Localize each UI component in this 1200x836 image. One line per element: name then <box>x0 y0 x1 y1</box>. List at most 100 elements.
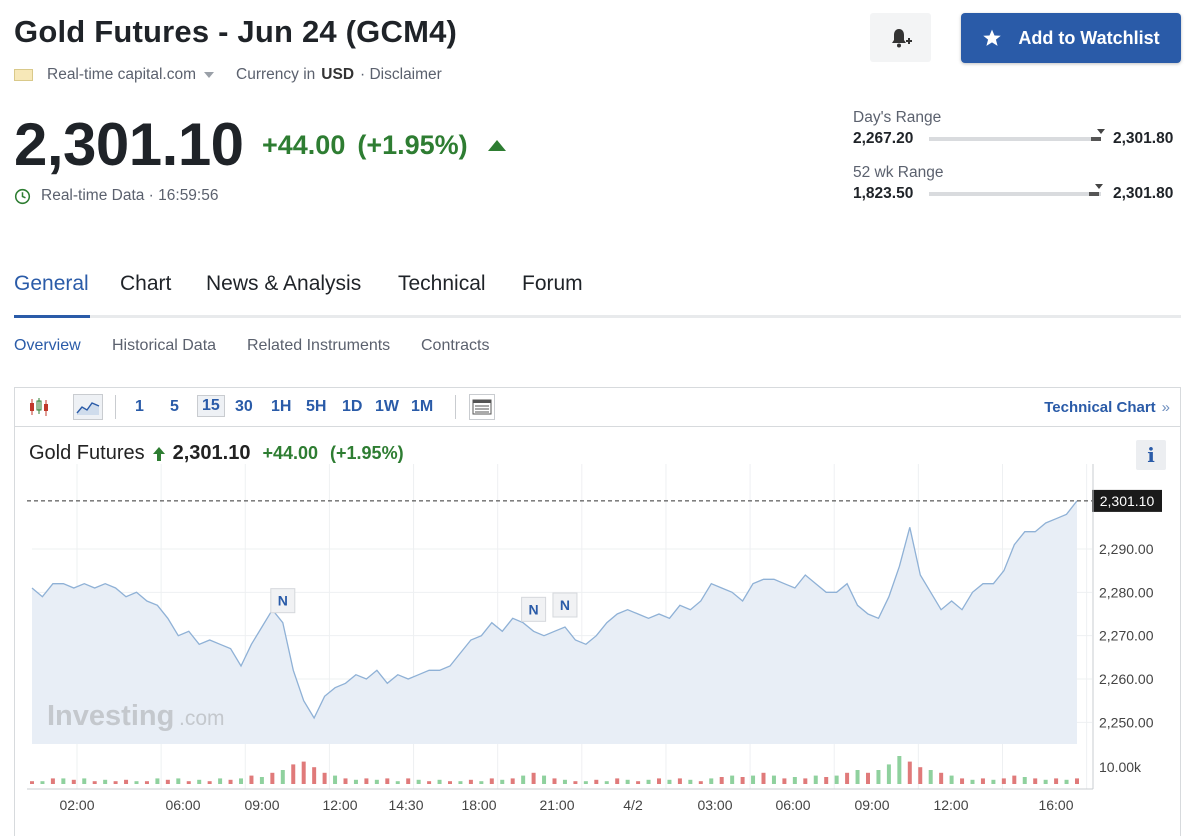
period-1w[interactable]: 1W <box>375 398 399 415</box>
tab-chart[interactable]: Chart <box>120 272 172 295</box>
52wk-range-marker <box>1095 184 1104 189</box>
volume-bar <box>876 770 881 784</box>
flag-icon <box>14 69 33 81</box>
volume-bar <box>730 775 735 784</box>
info-icon[interactable]: i <box>1136 440 1166 470</box>
table-view-icon[interactable] <box>469 394 495 420</box>
volume-bar <box>939 772 944 784</box>
price-chart[interactable]: 2,301.10 2,250.00 2,260.00 2,270.00 2,280.00… <box>15 388 1182 836</box>
volume-bar <box>239 778 243 784</box>
days-range-label: Day's Range <box>853 109 942 126</box>
subtab-related-instruments[interactable]: Related Instruments <box>247 337 391 354</box>
x-tick-label: 09:00 <box>244 797 279 813</box>
volume-bar <box>301 761 306 784</box>
volume-bar <box>834 775 839 784</box>
x-tick-label: 06:00 <box>165 797 200 813</box>
volume-bar <box>92 781 97 784</box>
volume-bar <box>886 764 891 784</box>
last-price: 2,301.10 <box>14 111 244 178</box>
add-to-watchlist-button[interactable]: Add to Watchlist <box>961 13 1181 63</box>
chart-price: 2,301.10 <box>172 442 251 464</box>
volume-bar <box>824 777 829 784</box>
volume-bar <box>1043 779 1048 784</box>
star-icon <box>983 29 1002 46</box>
subtab-historical-data[interactable]: Historical Data <box>112 337 217 354</box>
volume-bar <box>960 778 965 784</box>
volume-bar <box>124 779 129 784</box>
volume-bar <box>249 775 254 784</box>
technical-chart-link[interactable]: Technical Chart » <box>1044 399 1170 416</box>
subtab-contracts[interactable]: Contracts <box>421 337 490 354</box>
volume-bar <box>406 778 411 784</box>
52wk-range-label: 52 wk Range <box>853 164 944 181</box>
x-tick-label: 16:00 <box>1038 797 1073 813</box>
52wk-range-bar <box>929 184 1104 196</box>
volume-bar <box>542 775 547 784</box>
volume-bar <box>50 778 55 784</box>
candlestick-icon[interactable] <box>25 394 53 420</box>
clock-icon <box>14 188 31 204</box>
volume-bar <box>489 778 494 784</box>
volume-bar <box>677 778 682 784</box>
disclaimer-link[interactable]: · Disclaimer <box>360 66 442 83</box>
volume-bar <box>510 778 515 784</box>
toolbar-divider <box>455 395 456 419</box>
tab-news-analysis[interactable]: News & Analysis <box>206 272 362 295</box>
volume-bar <box>1001 778 1006 784</box>
tab-general[interactable]: General <box>14 270 90 318</box>
volume-bar <box>615 778 620 784</box>
volume-bar <box>30 781 34 784</box>
period-1h[interactable]: 1H <box>271 398 292 415</box>
volume-bar <box>270 772 275 784</box>
period-1[interactable]: 1 <box>135 398 144 415</box>
volume-bar <box>573 781 578 784</box>
area-chart-icon[interactable] <box>73 394 103 420</box>
volume-bar <box>1033 778 1038 784</box>
x-tick-label: 03:00 <box>697 797 732 813</box>
volume-bar <box>385 778 390 784</box>
volume-bar <box>134 781 139 784</box>
volume-bar <box>782 778 787 784</box>
volume-bar <box>1075 778 1079 784</box>
period-5h[interactable]: 5H <box>306 398 327 415</box>
period-5[interactable]: 5 <box>170 398 179 415</box>
volume-bar <box>583 781 588 784</box>
volume-bar <box>280 770 285 784</box>
volume-bar <box>928 770 933 784</box>
tab-forum[interactable]: Forum <box>522 272 583 295</box>
x-tick-label: 14:30 <box>388 797 423 813</box>
page-title: Gold Futures - Jun 24 (GCM4) <box>14 14 458 49</box>
realtime-text: Real-time Data · 16:59:56 <box>41 187 219 204</box>
price-alert-button[interactable] <box>870 13 931 62</box>
volume-bar <box>333 775 338 784</box>
volume-bar <box>949 775 954 784</box>
period-1m[interactable]: 1M <box>411 398 434 415</box>
volume-bar <box>970 779 975 784</box>
volume-bar <box>667 779 672 784</box>
x-tick-label: 12:00 <box>933 797 968 813</box>
subtab-overview[interactable]: Overview <box>14 337 81 354</box>
volume-bar <box>186 781 191 784</box>
watchlist-label: Add to Watchlist <box>1018 27 1160 48</box>
volume-bar <box>479 781 484 784</box>
volume-bar <box>531 772 536 784</box>
volume-bar <box>395 781 400 784</box>
price-change: +44.00 (+1.95%) <box>262 130 506 161</box>
volume-bar <box>698 781 703 784</box>
volume-bar <box>322 772 327 784</box>
period-1d[interactable]: 1D <box>342 398 363 415</box>
chevron-down-icon[interactable] <box>204 72 215 78</box>
x-tick-label: 21:00 <box>539 797 574 813</box>
bell-plus-icon <box>891 28 912 47</box>
period-30[interactable]: 30 <box>235 398 253 415</box>
volume-bar <box>897 756 902 784</box>
volume-bar <box>259 777 264 784</box>
volume-bar <box>218 778 223 784</box>
volume-bar <box>751 775 756 784</box>
data-source[interactable]: Real-time capital.com <box>47 66 197 83</box>
volume-bar <box>803 778 808 784</box>
volume-bar <box>103 779 108 784</box>
period-15[interactable]: 15 <box>197 395 225 417</box>
tab-technical[interactable]: Technical <box>398 272 486 295</box>
last-price-tag <box>1092 489 1162 512</box>
